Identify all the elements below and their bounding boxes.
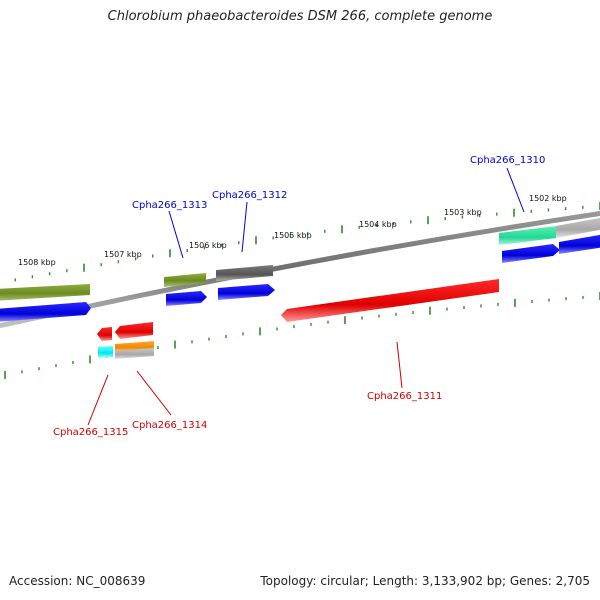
kbp-scale: 1502 kbp 1503 kbp 1504 kbp 1505 kbp 1506… [18, 194, 567, 267]
gene-cds-red-cpha266-1314[interactable] [115, 322, 153, 339]
gene-cds-red-cpha266-1311[interactable] [281, 279, 499, 322]
kbp-label: 1507 kbp [104, 250, 142, 259]
gene-cds-red-cpha266-1315[interactable] [97, 327, 112, 341]
genome-summary-text: Topology: circular; Length: 3,133,902 bp… [260, 574, 590, 588]
gene-track-green[interactable] [0, 284, 90, 301]
kbp-label: 1506 kbp [189, 241, 227, 250]
label-leaders [87, 167, 525, 426]
gene-label-cpha266-1314[interactable]: Cpha266_1314 [132, 420, 207, 431]
kbp-label: 1505 kbp [274, 231, 312, 240]
leader-line-cpha266-1313 [168, 210, 184, 259]
kbp-label: 1502 kbp [529, 194, 567, 203]
map-title: Chlorobium phaeobacteroides DSM 266, com… [107, 9, 493, 24]
outer-tick-ring [14, 202, 600, 282]
gene-label-cpha266-1313[interactable]: Cpha266_1313 [132, 200, 207, 211]
leader-line-cpha266-1311 [396, 341, 403, 389]
gene-cds-blue[interactable] [166, 291, 207, 306]
gene-track-gray[interactable] [556, 217, 600, 238]
leader-line-cpha266-1312 [241, 201, 248, 253]
gene-track-cyan[interactable] [98, 346, 113, 358]
gene-features-lower [97, 279, 499, 359]
gene-cds-blue[interactable] [502, 244, 560, 263]
gene-label-cpha266-1310[interactable]: Cpha266_1310 [470, 155, 545, 166]
leader-line-cpha266-1310 [506, 167, 525, 213]
leader-line-cpha266-1314 [136, 370, 172, 416]
gene-label-cpha266-1311[interactable]: Cpha266_1311 [367, 391, 442, 402]
gene-cds-blue[interactable] [0, 302, 91, 322]
gene-label-cpha266-1312[interactable]: Cpha266_1312 [212, 190, 287, 201]
kbp-label: 1503 kbp [444, 208, 482, 217]
leader-line-cpha266-1315 [87, 374, 109, 426]
gene-track-teal[interactable] [499, 226, 557, 245]
gene-cds-blue[interactable] [218, 284, 275, 300]
gene-track-green[interactable] [164, 273, 206, 287]
gene-features-upper [0, 217, 600, 322]
gene-track-orange[interactable] [115, 341, 154, 359]
gene-label-cpha266-1315[interactable]: Cpha266_1315 [53, 427, 128, 438]
kbp-label: 1508 kbp [18, 258, 56, 267]
accession-text: Accession: NC_008639 [9, 574, 146, 588]
kbp-label: 1504 kbp [359, 220, 397, 229]
gene-cds-blue[interactable] [559, 234, 600, 254]
gene-track-gray[interactable] [216, 265, 273, 281]
